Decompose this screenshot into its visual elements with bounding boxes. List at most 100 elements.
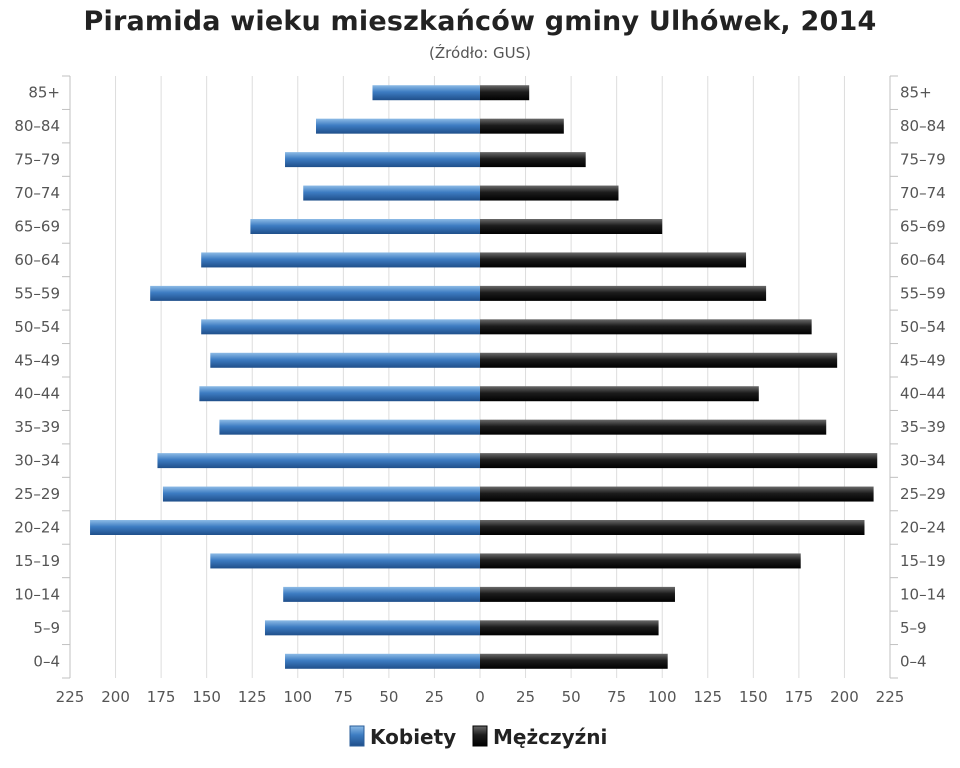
bar-mezczyzni — [480, 419, 827, 435]
x-tick-label: 225 — [876, 688, 905, 706]
x-tick-label: 175 — [785, 688, 814, 706]
axes — [62, 75, 898, 679]
y-tick-label-right: 5–9 — [900, 619, 927, 637]
x-tick-label: 75 — [607, 688, 626, 706]
legend-label-mezczyzni: Mężczyźni — [493, 725, 607, 749]
y-tick-label-left: 50–54 — [14, 318, 60, 336]
bar-kobiety — [162, 486, 480, 502]
y-tick-label-right: 10–14 — [900, 585, 946, 603]
x-tick-label: 125 — [693, 688, 722, 706]
x-tick-label: 225 — [56, 688, 85, 706]
x-tick-label: 150 — [739, 688, 768, 706]
bar-kobiety — [264, 620, 480, 636]
y-tick-label-left: 70–74 — [14, 184, 60, 202]
x-tick-label: 0 — [475, 688, 485, 706]
y-tick-label-right: 65–69 — [900, 218, 946, 236]
bar-kobiety — [201, 319, 480, 335]
x-tick-label: 175 — [147, 688, 176, 706]
y-tick-label-left: 5–9 — [33, 619, 60, 637]
y-tick-label-right: 40–44 — [900, 385, 946, 403]
y-tick-label-right: 55–59 — [900, 284, 946, 302]
bar-mezczyzni — [480, 319, 812, 335]
bar-kobiety — [219, 419, 480, 435]
x-tick-label: 25 — [425, 688, 444, 706]
bar-mezczyzni — [480, 453, 878, 469]
bar-kobiety — [283, 586, 480, 602]
x-tick-label: 25 — [516, 688, 535, 706]
x-tick-label: 100 — [648, 688, 677, 706]
x-tick-label: 200 — [830, 688, 859, 706]
y-tick-label-left: 15–19 — [14, 552, 60, 570]
bar-mezczyzni — [480, 185, 619, 201]
y-tick-label-left: 10–14 — [14, 585, 60, 603]
bar-mezczyzni — [480, 152, 586, 168]
bar-mezczyzni — [480, 620, 659, 636]
y-tick-label-right: 30–34 — [900, 452, 946, 470]
y-tick-label-right: 15–19 — [900, 552, 946, 570]
bar-kobiety — [210, 553, 481, 569]
y-tick-label-left: 55–59 — [14, 284, 60, 302]
y-tick-label-left: 0–4 — [33, 652, 60, 670]
bar-mezczyzni — [480, 553, 801, 569]
y-tick-label-right: 60–64 — [900, 251, 946, 269]
y-tick-label-left: 40–44 — [14, 385, 60, 403]
x-tick-label: 100 — [283, 688, 312, 706]
y-tick-label-left: 60–64 — [14, 251, 60, 269]
y-tick-label-left: 85+ — [28, 84, 60, 102]
y-tick-label-right: 0–4 — [900, 652, 927, 670]
y-tick-label-right: 75–79 — [900, 151, 946, 169]
x-tick-label: 50 — [562, 688, 581, 706]
x-tick-label: 50 — [379, 688, 398, 706]
legend-label-kobiety: Kobiety — [370, 725, 456, 749]
y-tick-label-right: 35–39 — [900, 418, 946, 436]
y-tick-label-left: 80–84 — [14, 117, 60, 135]
bar-mezczyzni — [480, 386, 759, 402]
bar-mezczyzni — [480, 486, 874, 502]
chart-subtitle: (Źródło: GUS) — [429, 44, 531, 62]
legend-swatch-kobiety — [349, 725, 365, 747]
y-tick-label-right: 80–84 — [900, 117, 946, 135]
bar-kobiety — [157, 453, 480, 469]
chart-title: Piramida wieku mieszkańców gminy Ulhówek… — [83, 6, 877, 37]
y-tick-label-left: 45–49 — [14, 351, 60, 369]
legend: Kobiety Mężczyźni — [349, 725, 607, 749]
bar-kobiety — [285, 653, 480, 669]
bar-kobiety — [150, 285, 480, 301]
y-tick-label-left: 20–24 — [14, 519, 60, 537]
bars — [90, 85, 878, 669]
y-tick-label-right: 25–29 — [900, 485, 946, 503]
x-tick-label: 150 — [192, 688, 221, 706]
y-tick-label-left: 25–29 — [14, 485, 60, 503]
bar-kobiety — [372, 85, 480, 101]
y-tick-label-left: 35–39 — [14, 418, 60, 436]
bar-mezczyzni — [480, 252, 747, 268]
bar-mezczyzni — [480, 586, 675, 602]
bar-kobiety — [210, 352, 481, 368]
y-tick-label-left: 75–79 — [14, 151, 60, 169]
x-tick-label: 125 — [238, 688, 267, 706]
y-tick-label-right: 50–54 — [900, 318, 946, 336]
bar-kobiety — [303, 185, 480, 201]
bar-kobiety — [316, 118, 480, 134]
bar-kobiety — [250, 219, 480, 234]
x-tick-label: 200 — [101, 688, 130, 706]
bar-mezczyzni — [480, 520, 865, 535]
bar-mezczyzni — [480, 653, 668, 669]
y-tick-label-left: 65–69 — [14, 218, 60, 236]
tick-labels: 225 200 175 150 125 100 75 50 25 0 25 50 75 100 125 150… — [14, 84, 945, 706]
bar-mezczyzni — [480, 219, 663, 234]
bar-mezczyzni — [480, 118, 564, 134]
bar-kobiety — [201, 252, 480, 268]
bar-kobiety — [90, 520, 481, 535]
y-tick-label-right: 85+ — [900, 84, 932, 102]
legend-swatch-mezczyzni — [472, 725, 488, 747]
y-tick-label-right: 70–74 — [900, 184, 946, 202]
y-tick-label-right: 20–24 — [900, 519, 946, 537]
bar-mezczyzni — [480, 352, 838, 368]
bar-mezczyzni — [480, 85, 530, 101]
y-tick-label-left: 30–34 — [14, 452, 60, 470]
bar-kobiety — [199, 386, 480, 402]
x-tick-label: 75 — [334, 688, 353, 706]
y-tick-label-right: 45–49 — [900, 351, 946, 369]
